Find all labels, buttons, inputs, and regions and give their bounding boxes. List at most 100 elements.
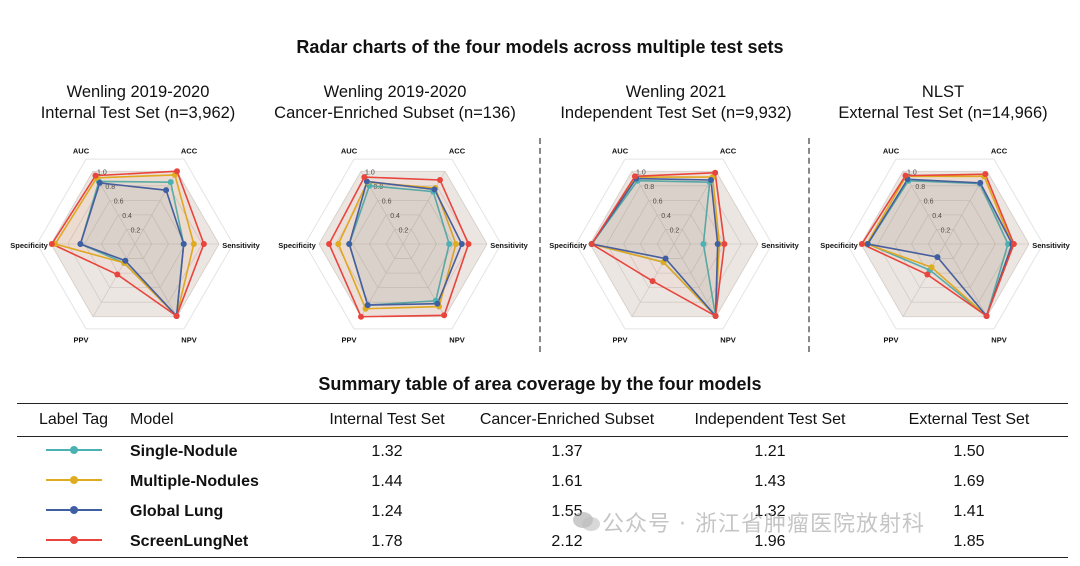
radar-point-screenlungnet [924, 271, 931, 278]
radar-chart-1: 0.2 0.4 0.6 0.8 1.0 AUC ACC Sensitivity NPV PPV Sp… [10, 146, 260, 344]
cell-external: 1.50 [953, 443, 985, 460]
radar-outer-ring [575, 158, 773, 330]
radar-outer-ring [36, 158, 234, 330]
header-cancer-enriched: Cancer-Enriched Subset [464, 403, 670, 437]
radar-spoke [944, 243, 988, 317]
radar-axis-label-acc: ACC [991, 146, 1008, 155]
radar-tick-label: 0.2 [131, 227, 141, 234]
radar-axis-label-specificity: Specificity [549, 241, 587, 250]
radar-axis-label-ppv: PPV [883, 336, 898, 345]
radar-point-screenlungnet [983, 313, 990, 320]
radar-axis-label-auc: AUC [341, 146, 358, 155]
radar-point-global-lung [346, 241, 353, 247]
radar-point-screenlungnet [858, 241, 865, 247]
header-internal: Internal Test Set [310, 403, 464, 437]
radar-axis-label-auc: AUC [73, 146, 90, 155]
radar-axis-label-npv: NPV [991, 336, 1006, 345]
radar-axis-label-npv: NPV [720, 336, 735, 345]
header-external: External Test Set [870, 403, 1068, 437]
radar-point-screenlungnet [436, 176, 443, 183]
radar-point-multiple-nodules [452, 241, 459, 247]
radar-point-multiple-nodules [928, 264, 935, 271]
legend-marker [69, 505, 78, 514]
radar-point-screenlungnet [465, 241, 472, 247]
panel-divider-1 [539, 138, 541, 352]
radar-tick-label: 0.6 [382, 198, 392, 205]
radar-point-global-lung [434, 300, 441, 307]
radar-point-screenlungnet [721, 241, 728, 247]
cell-independent: 1.43 [754, 473, 786, 490]
radar-axis-label-sensitivity: Sensitivity [761, 241, 799, 250]
radar-point-global-lung [180, 241, 187, 247]
watermark-text: 公众号 · 浙江省肿瘤医院放射科 [602, 512, 925, 537]
cell-independent: 1.32 [754, 503, 786, 520]
radar-point-global-lung [864, 241, 871, 247]
legend-line-icon [45, 535, 102, 544]
cell-external: 1.41 [953, 503, 985, 520]
radar-point-multiple-nodules [190, 241, 197, 247]
panel-title-2-line2: Cancer-Enriched Subset (n=136) [274, 104, 516, 122]
panel-title-4-line2: External Test Set (n=14,966) [838, 104, 1048, 122]
legend-line-icon [45, 445, 102, 454]
radar-point-global-lung [977, 179, 984, 186]
radar-axis-label-specificity: Specificity [278, 241, 316, 250]
legend-line-icon [45, 475, 102, 484]
radar-tick-label: 0.8 [915, 184, 925, 191]
radar-point-screenlungnet [358, 313, 364, 320]
watermark: 公众号 · 浙江省肿瘤医院放射科 [570, 506, 925, 538]
panel-title-3: Wenling 2021 Independent Test Set (n=9,9… [541, 82, 811, 124]
radar-tick-label: 0.8 [105, 184, 115, 191]
cell-internal: 1.24 [371, 503, 403, 520]
radar-point-global-lung [431, 186, 438, 193]
radar-point-global-lung [363, 178, 370, 185]
radar-tick-label: 0.2 [941, 227, 951, 234]
radar-point-screenlungnet [200, 241, 207, 247]
label-tag-global-lung [17, 497, 130, 527]
radar-point-screenlungnet [982, 171, 989, 178]
radar-axis-label-ppv: PPV [612, 336, 627, 345]
panel-title-3-line1: Wenling 2021 [625, 83, 727, 101]
radar-tick-label: 0.6 [653, 198, 663, 205]
radar-point-screenlungnet [631, 173, 638, 180]
legend-marker [69, 445, 78, 454]
radar-tick-label: 0.4 [390, 213, 400, 220]
radar-point-global-lung [96, 179, 103, 186]
radar-tick-label: 1.0 [636, 169, 646, 176]
radar-tick-label: 0.4 [932, 213, 942, 220]
wechat-logo-icon [573, 512, 600, 531]
table-header-row: Label Tag Model Internal Test Set Cancer… [17, 403, 1068, 437]
radar-point-single-nodule [446, 241, 453, 247]
model-name: Multiple-Nodules [130, 473, 259, 490]
radar-tick-label: 0.6 [114, 198, 124, 205]
radar-axis-label-sensitivity: Sensitivity [222, 241, 260, 250]
radar-tick-label: 0.6 [924, 198, 934, 205]
radar-point-screenlungnet [712, 169, 719, 176]
radar-spoke [673, 243, 717, 317]
radar-point-single-nodule [1005, 241, 1011, 247]
header-label-tag: Label Tag [17, 403, 130, 437]
radar-tick-label: 1.0 [907, 169, 917, 176]
legend-marker [69, 535, 78, 544]
radar-axis-label-sensitivity: Sensitivity [1032, 241, 1070, 250]
cell-internal: 1.44 [371, 473, 403, 490]
cell-internal: 1.32 [371, 443, 403, 460]
cell-cancer-enriched: 2.12 [464, 527, 670, 558]
radar-tick-label: 1.0 [365, 169, 375, 176]
radar-point-screenlungnet [326, 241, 333, 247]
summary-title: Summary table of area coverage by the fo… [318, 374, 762, 394]
radar-point-screenlungnet [441, 312, 448, 319]
table-row: Single-Nodule 1.32 1.37 1.21 1.50 [17, 437, 1068, 468]
cell-cancer-enriched: 1.37 [551, 443, 583, 460]
table-row: Multiple-Nodules 1.44 1.61 1.43 1.69 [17, 467, 1068, 497]
radar-tick-label: 1.0 [97, 169, 107, 176]
radar-point-global-lung [934, 254, 941, 261]
model-name: Single-Nodule [130, 443, 238, 460]
radar-outer-ring [304, 158, 502, 330]
radar-point-global-lung [77, 241, 84, 247]
radar-tick-label: 0.8 [644, 184, 654, 191]
model-name: Global Lung [130, 503, 224, 520]
radar-point-global-lung [458, 241, 465, 247]
radar-point-single-nodule [700, 241, 707, 247]
radar-chart-3: 0.2 0.4 0.6 0.8 1.0 AUC ACC Sensitivity NPV PPV Sp… [549, 146, 799, 345]
radar-axis-label-specificity: Specificity [10, 241, 48, 250]
